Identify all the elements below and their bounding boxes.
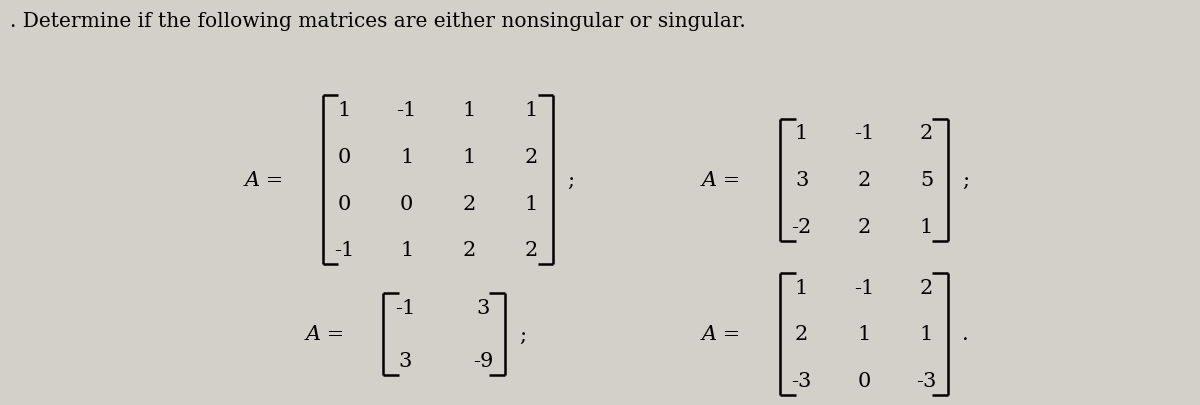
Text: A =: A = xyxy=(702,171,742,190)
Text: 0: 0 xyxy=(337,147,352,166)
Text: .: . xyxy=(962,325,970,343)
Text: 3: 3 xyxy=(476,298,490,317)
Text: 3: 3 xyxy=(398,351,412,370)
Text: 0: 0 xyxy=(400,194,414,213)
Text: 1: 1 xyxy=(524,101,539,120)
Text: 1: 1 xyxy=(400,147,414,166)
Text: -3: -3 xyxy=(792,371,811,390)
Text: -1: -1 xyxy=(397,101,416,120)
Text: ;: ; xyxy=(568,171,575,190)
Text: A =: A = xyxy=(245,171,284,190)
Text: 3: 3 xyxy=(794,171,809,190)
Text: -1: -1 xyxy=(854,278,874,297)
Text: -1: -1 xyxy=(854,124,874,143)
Text: A =: A = xyxy=(702,325,742,343)
Text: -1: -1 xyxy=(335,241,354,260)
Text: -9: -9 xyxy=(473,351,493,370)
Text: 5: 5 xyxy=(919,171,934,190)
Text: 2: 2 xyxy=(919,278,934,297)
Text: 2: 2 xyxy=(524,241,539,260)
Text: ;: ; xyxy=(962,171,970,190)
Text: ;: ; xyxy=(520,325,526,343)
Text: 2: 2 xyxy=(462,241,476,260)
Text: 2: 2 xyxy=(794,325,809,343)
Text: 2: 2 xyxy=(857,217,871,236)
Text: 2: 2 xyxy=(462,194,476,213)
Text: 1: 1 xyxy=(462,101,476,120)
Text: . Determine if the following matrices are either nonsingular or singular.: . Determine if the following matrices ar… xyxy=(10,12,745,31)
Text: 1: 1 xyxy=(462,147,476,166)
Text: -3: -3 xyxy=(917,371,936,390)
Text: 2: 2 xyxy=(524,147,539,166)
Text: 1: 1 xyxy=(794,124,809,143)
Text: -2: -2 xyxy=(792,217,811,236)
Text: 0: 0 xyxy=(857,371,871,390)
Text: 2: 2 xyxy=(919,124,934,143)
Text: 0: 0 xyxy=(337,194,352,213)
Text: -1: -1 xyxy=(395,298,415,317)
Text: 1: 1 xyxy=(400,241,414,260)
Text: 1: 1 xyxy=(919,217,934,236)
Text: 1: 1 xyxy=(337,101,352,120)
Text: 1: 1 xyxy=(857,325,871,343)
Text: 1: 1 xyxy=(524,194,539,213)
Text: 2: 2 xyxy=(857,171,871,190)
Text: 1: 1 xyxy=(794,278,809,297)
Text: A =: A = xyxy=(305,325,344,343)
Text: 1: 1 xyxy=(919,325,934,343)
